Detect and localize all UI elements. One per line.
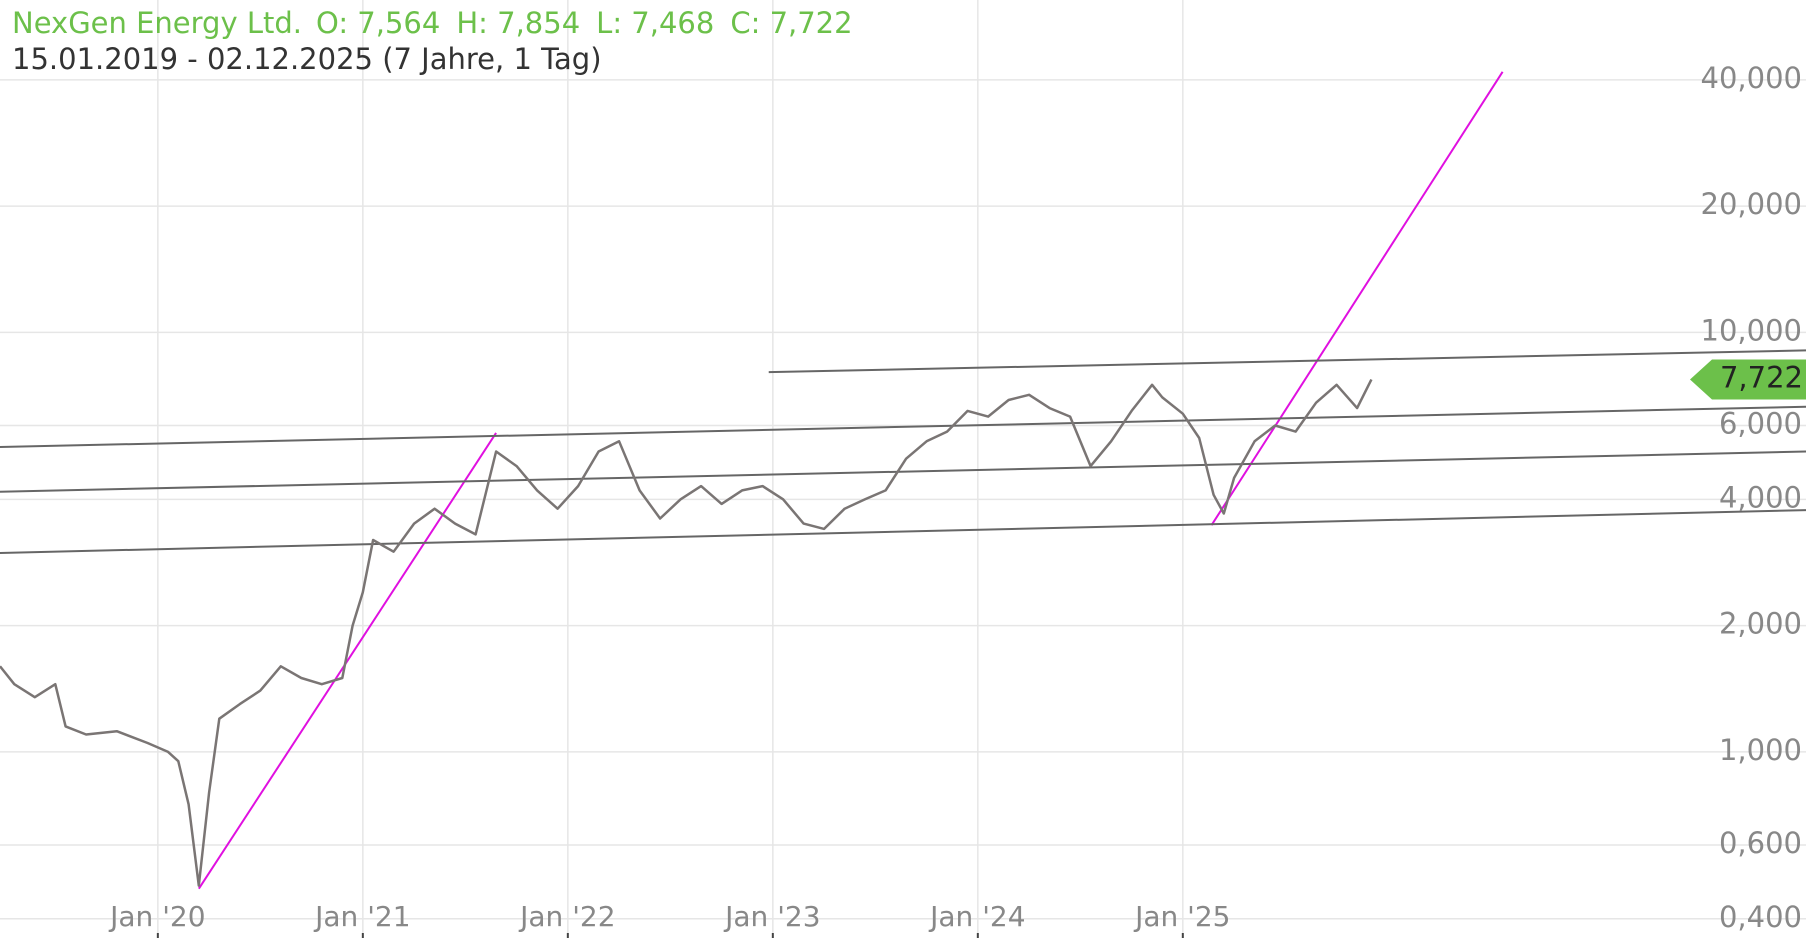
chart-title: NexGen Energy Ltd. [12,6,302,40]
plot [0,71,1806,890]
trend-line [0,509,1806,554]
trend-line [768,349,1806,374]
y-tick-label: 2,000 [1719,607,1802,641]
x-tick-label: Jan '23 [723,900,820,933]
x-tick-label: Jan '21 [313,900,410,933]
ohlc-value: C: 7,722 [730,6,852,40]
chart-subtitle: 15.01.2019 - 02.12.2025 (7 Jahre, 1 Tag) [12,42,602,76]
ohlc-value: H: 7,854 [456,6,580,40]
trend-line [198,432,497,890]
price-line [0,378,1373,887]
price-tag [1690,359,1806,400]
x-tick-label: Jan '24 [928,900,1025,933]
y-tick-label: 0,400 [1719,900,1802,934]
trend-line [1210,71,1504,526]
y-tick-label: 20,000 [1701,187,1802,221]
y-tick-label: 6,000 [1719,406,1802,440]
trend-line [0,405,1806,449]
y-tick-label: 1,000 [1719,733,1802,767]
x-tick-label: Jan '25 [1133,900,1230,933]
x-tick-label: Jan '22 [518,900,615,933]
trend-line [0,450,1806,493]
y-tick-label: 40,000 [1701,61,1802,95]
y-tick-label: 10,000 [1701,313,1802,347]
labels: 0,400 0,600 1,000 2,000 4,000 6,000 10,000 20,0… [108,61,1806,938]
ohlc-value: L: 7,468 [596,6,714,40]
ohlc-value: O: 7,564 [316,6,440,40]
x-tick-label: Jan '20 [108,900,205,933]
y-tick-label: 4,000 [1719,480,1802,514]
y-tick-label: 0,600 [1719,826,1802,860]
price-tag-label: 7,722 [1720,360,1803,394]
